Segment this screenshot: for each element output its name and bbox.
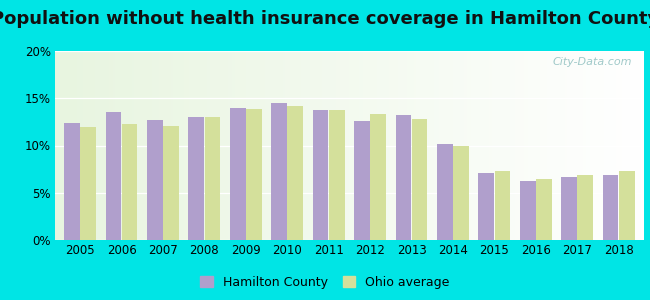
Legend: Hamilton County, Ohio average: Hamilton County, Ohio average	[195, 271, 455, 294]
Bar	[246, 109, 262, 240]
Bar	[561, 177, 577, 240]
Bar	[105, 112, 122, 240]
Bar	[230, 108, 246, 240]
Bar	[370, 114, 386, 240]
Bar	[163, 126, 179, 240]
Bar	[619, 171, 634, 240]
Bar	[536, 178, 552, 240]
Bar	[453, 146, 469, 240]
Bar	[437, 144, 453, 240]
Bar	[603, 175, 618, 240]
Text: City-Data.com: City-Data.com	[552, 57, 632, 67]
Bar	[81, 127, 96, 240]
Bar	[64, 123, 80, 240]
Bar	[411, 119, 428, 240]
Bar	[271, 103, 287, 240]
Text: Population without health insurance coverage in Hamilton County: Population without health insurance cove…	[0, 11, 650, 28]
Bar	[205, 117, 220, 240]
Bar	[329, 110, 344, 240]
Bar	[495, 171, 510, 240]
Bar	[478, 173, 494, 240]
Bar	[122, 124, 138, 240]
Bar	[577, 175, 593, 240]
Bar	[188, 117, 204, 240]
Bar	[147, 120, 162, 240]
Bar	[396, 115, 411, 240]
Bar	[520, 182, 536, 240]
Bar	[313, 110, 328, 240]
Bar	[287, 106, 303, 240]
Bar	[354, 121, 370, 240]
